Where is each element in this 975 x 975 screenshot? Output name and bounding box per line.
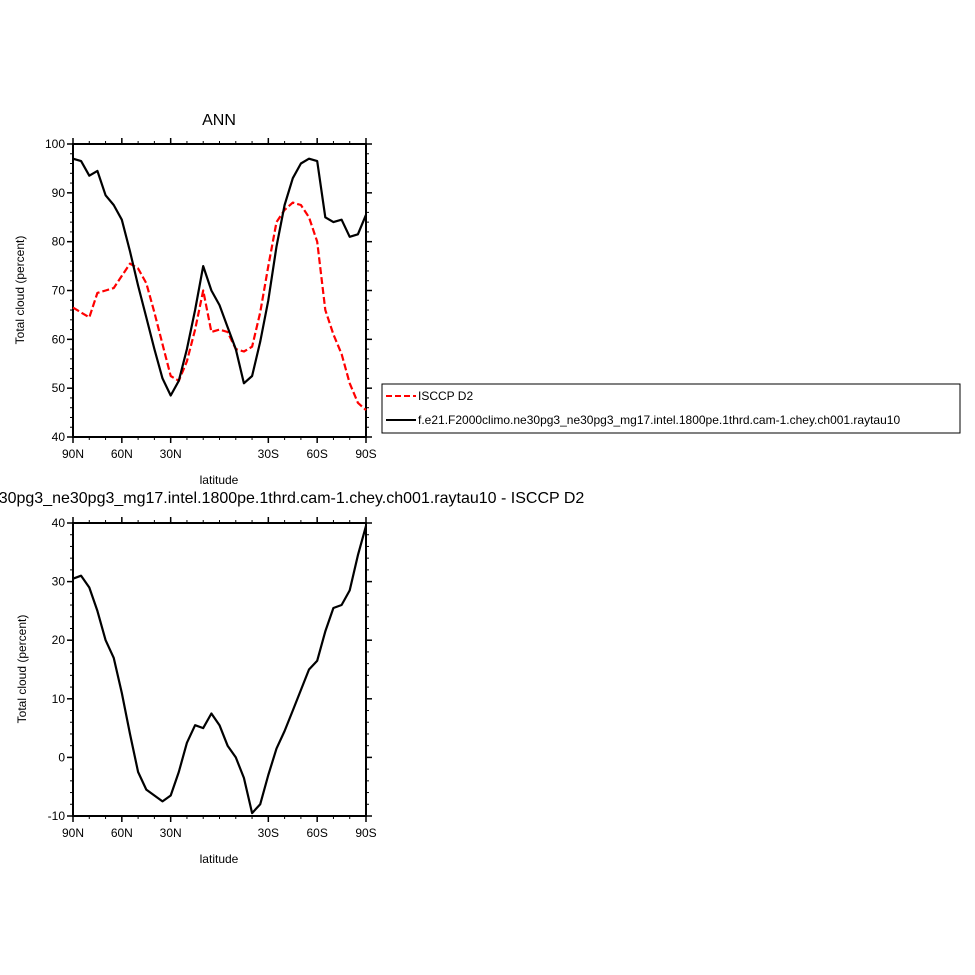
top-xtick-label: 60N	[111, 447, 133, 461]
top-xtick-label: 30N	[160, 447, 182, 461]
top-xtick-label: 60S	[306, 447, 327, 461]
bottom-xtick-label: 90N	[62, 826, 84, 840]
bottom-ytick-label: 40	[52, 516, 66, 530]
ylabel-top: Total cloud (percent)	[13, 236, 27, 345]
top-series-0-line	[72, 201, 367, 411]
title-top: ANN	[202, 112, 236, 129]
bottom-ytick-label: 20	[52, 633, 66, 647]
top-ytick-label: 80	[52, 235, 66, 249]
top-ytick-label: 70	[52, 284, 66, 298]
ylabel-bottom: Total cloud (percent)	[15, 615, 29, 724]
bottom-ytick-label: 10	[52, 692, 66, 706]
bottom-ytick-label: -10	[48, 809, 66, 823]
bottom-ytick-label: 0	[58, 750, 65, 764]
top-ytick-label: 40	[52, 430, 66, 444]
legend: ISCCP D2 f.e21.F2000climo.ne30pg3_ne30pg…	[381, 383, 961, 434]
bottom-xtick-label: 60S	[306, 826, 327, 840]
xlabel-top: latitude	[200, 473, 239, 487]
legend-label-isccp: ISCCP D2	[418, 389, 473, 403]
panel-top: ANN 90N 60N 30N 30S 60S 90S 40 50 60 70 80 90 100 To…	[13, 112, 377, 487]
plot-area-top: 90N 60N 30N 30S 60S 90S 40 50 60 70 80 90 100	[45, 137, 377, 461]
bottom-xtick-label: 30S	[258, 826, 279, 840]
xlabel-bottom: latitude	[200, 852, 239, 866]
title-bottom: f.e21.F2000climo.ne30pg3_ne30pg3_mg17.in…	[0, 490, 584, 507]
top-ytick-label: 90	[52, 186, 66, 200]
bottom-xtick-label: 90S	[355, 826, 376, 840]
top-series-1-line	[72, 157, 368, 397]
top-ytick-label: 60	[52, 332, 66, 346]
top-xtick-label: 90N	[62, 447, 84, 461]
bottom-ytick-label: 30	[52, 575, 66, 589]
panel-bottom: f.e21.F2000climo.ne30pg3_ne30pg3_mg17.in…	[0, 490, 584, 866]
bottom-xtick-label: 60N	[111, 826, 133, 840]
plot-area-bottom: 90N 60N 30N 30S 60S 90S -10 0 10 20 30 40	[48, 516, 377, 840]
top-ytick-label: 100	[45, 137, 65, 151]
bottom-series-0-line	[72, 525, 368, 815]
top-xtick-label: 30S	[258, 447, 279, 461]
legend-box	[381, 383, 961, 434]
bottom-xtick-label: 30N	[160, 826, 182, 840]
top-xtick-label: 90S	[355, 447, 376, 461]
legend-label-model: f.e21.F2000climo.ne30pg3_ne30pg3_mg17.in…	[418, 413, 900, 427]
top-ytick-label: 50	[52, 381, 66, 395]
